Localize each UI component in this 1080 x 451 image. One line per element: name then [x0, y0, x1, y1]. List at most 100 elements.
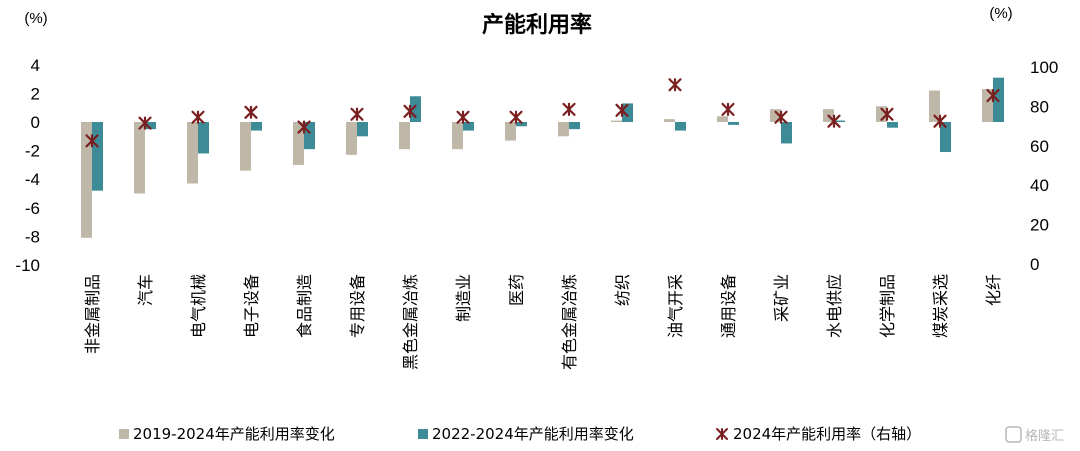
category-label: 油气开采: [666, 274, 685, 338]
left-tick-label: -10: [15, 256, 40, 275]
left-tick-label: -8: [25, 227, 40, 246]
capacity-utilization-marker: [350, 107, 364, 121]
category-label: 化纤: [984, 274, 1003, 306]
right-tick-label: 60: [1030, 137, 1049, 156]
category-label: 汽车: [136, 274, 155, 306]
bar-2019-2024: [240, 122, 251, 171]
capacity-utilization-marker: [562, 102, 576, 116]
capacity-utilization-marker: [986, 88, 1000, 103]
category-label: 水电供应: [825, 274, 844, 338]
category-label: 采矿业: [772, 274, 791, 322]
right-axis: 100 80 60 40 20 0: [1030, 58, 1058, 274]
bar-2022-2024: [410, 96, 421, 122]
left-tick-label: -4: [25, 170, 40, 189]
bar-2022-2024: [728, 122, 739, 125]
capacity-utilization-marker: [721, 102, 735, 116]
category-label: 纺织: [613, 274, 632, 306]
bar-2022-2024: [516, 122, 527, 127]
capacity-utilization-marker: [774, 110, 788, 124]
watermark: 格隆汇: [1005, 426, 1064, 444]
bar-2019-2024: [982, 89, 993, 122]
bar-2022-2024: [887, 122, 898, 128]
bar-2022-2024: [463, 122, 474, 131]
bar-2019-2024: [452, 122, 463, 150]
capacity-utilization-marker: [85, 134, 99, 148]
right-tick-label: 0: [1030, 255, 1039, 274]
bar-2019-2024: [399, 122, 410, 150]
capacity-utilization-marker: [244, 105, 258, 119]
left-axis-unit: (%): [24, 10, 47, 27]
bar-2022-2024: [569, 122, 580, 130]
bar-2022-2024: [622, 103, 633, 122]
bar-2019-2024: [929, 90, 940, 122]
category-label: 专用设备: [348, 274, 367, 338]
legend-label-2019-2024: 2019-2024年产能利用率变化: [133, 425, 335, 443]
legend-label-2024: 2024年产能利用率（右轴）: [733, 425, 921, 443]
bar-2022-2024: [251, 122, 262, 131]
bar-2022-2024: [304, 122, 315, 150]
category-label: 电气机械: [189, 274, 208, 338]
capacity-utilization-marker: [615, 103, 629, 117]
capacity-utilization-marker: [509, 110, 523, 124]
capacity-utilization-marker: [668, 78, 682, 92]
legend-marker-2024: [716, 428, 728, 440]
capacity-utilization-marker: [138, 116, 152, 130]
chart-title: 产能利用率: [482, 12, 592, 38]
category-labels: 非金属制品 汽车 电气机械 电子设备 食品制造 专用设备 黑色金属冶炼 制造业 医药 有色金属冶炼…: [83, 274, 1003, 370]
legend-label-2022-2024: 2022-2024年产能利用率变化: [432, 425, 634, 443]
bar-2019-2024: [717, 116, 728, 122]
bar-2022-2024: [834, 120, 845, 122]
bar-2022-2024: [198, 122, 209, 154]
right-tick-label: 20: [1030, 216, 1049, 235]
bar-2019-2024: [505, 122, 516, 141]
category-label: 煤炭采选: [931, 274, 950, 338]
right-tick-label: 80: [1030, 97, 1049, 116]
left-axis: 4 2 0 -2 -4 -6 -8 -10: [15, 56, 40, 275]
bar-2019-2024: [770, 109, 781, 122]
right-tick-label: 100: [1030, 58, 1058, 77]
capacity-utilization-marker: [933, 114, 947, 128]
capacity-utilization-marker: [403, 104, 417, 118]
bar-2019-2024: [664, 119, 675, 122]
bar-2019-2024: [187, 122, 198, 184]
bar-2022-2024: [145, 122, 156, 130]
bar-2019-2024: [346, 122, 357, 155]
right-tick-label: 40: [1030, 176, 1049, 195]
left-tick-label: -6: [25, 199, 40, 218]
capacity-utilization-marker: [456, 110, 470, 124]
category-label: 医药: [507, 274, 526, 306]
bar-2022-2024: [781, 122, 792, 144]
category-label: 有色金属冶炼: [560, 274, 579, 370]
marker-series: [85, 78, 1000, 148]
bar-series: [81, 77, 1004, 238]
capacity-utilization-marker: [191, 110, 205, 124]
category-label: 黑色金属冶炼: [401, 274, 420, 370]
right-axis-unit: (%): [989, 5, 1012, 22]
left-tick-label: -2: [25, 142, 40, 161]
bar-2019-2024: [876, 106, 887, 122]
watermark-icon: [1005, 426, 1022, 443]
capacity-utilization-marker: [880, 107, 894, 121]
left-tick-label: 0: [31, 113, 40, 132]
left-tick-label: 4: [31, 56, 40, 75]
watermark-text: 格隆汇: [1025, 428, 1064, 444]
category-label: 食品制造: [295, 274, 314, 338]
bar-2019-2024: [134, 122, 145, 194]
left-tick-label: 2: [31, 84, 40, 103]
bar-2019-2024: [558, 122, 569, 137]
category-label: 制造业: [454, 274, 473, 322]
bar-2022-2024: [92, 122, 103, 191]
capacity-utilization-marker: [297, 120, 311, 134]
bar-2019-2024: [81, 122, 92, 238]
bar-2022-2024: [357, 122, 368, 137]
bar-2019-2024: [293, 122, 304, 165]
bar-2019-2024: [611, 120, 622, 122]
category-label: 通用设备: [719, 274, 738, 338]
legend-swatch-2019-2024: [119, 429, 129, 439]
category-label: 化学制品: [878, 274, 897, 338]
category-label: 非金属制品: [83, 274, 102, 354]
bar-2022-2024: [675, 122, 686, 131]
capacity-utilization-marker: [827, 114, 841, 128]
